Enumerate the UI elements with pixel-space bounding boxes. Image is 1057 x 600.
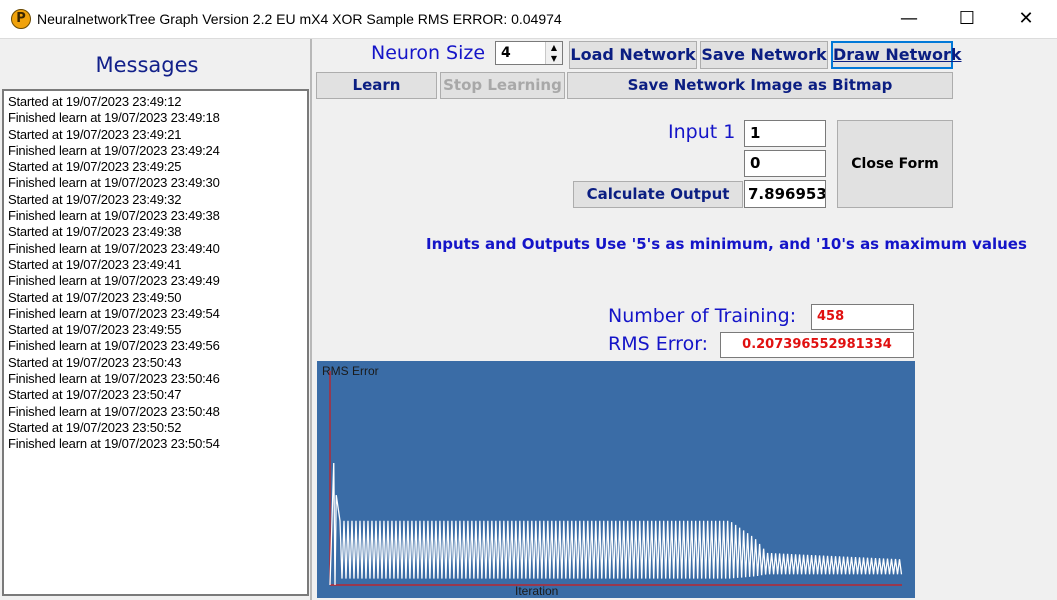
save-network-button[interactable]: Save Network	[700, 41, 828, 69]
close-window-button[interactable]: ✕	[1018, 8, 1034, 29]
close-form-button[interactable]: Close Form	[837, 120, 953, 208]
message-line: Started at 19/07/2023 23:49:21	[8, 126, 182, 142]
stop-learning-button[interactable]: Stop Learning	[440, 72, 565, 99]
training-count-field[interactable]: 458	[811, 304, 914, 330]
load-network-button[interactable]: Load Network	[569, 41, 697, 69]
message-line: Started at 19/07/2023 23:49:38	[8, 224, 182, 240]
message-line: Finished learn at 19/07/2023 23:49:24	[8, 142, 220, 158]
chart-series-rms	[329, 463, 903, 586]
message-line: Finished learn at 19/07/2023 23:49:49	[8, 273, 220, 289]
minimize-button[interactable]: —	[900, 8, 918, 29]
input2-value: 0	[750, 154, 761, 172]
input2-field[interactable]: 0	[744, 150, 826, 177]
neuron-size-label: Neuron Size	[371, 42, 486, 64]
message-line: Started at 19/07/2023 23:49:32	[8, 191, 182, 207]
draw-network-button[interactable]: Draw Network	[831, 41, 962, 69]
neuron-size-spinner[interactable]: ▲ ▼	[545, 42, 562, 64]
chart-canvas: RMS Error Iteration	[322, 364, 903, 598]
chart-y-axis-label: RMS Error	[322, 364, 379, 378]
message-line: Finished learn at 19/07/2023 23:50:48	[8, 403, 220, 419]
message-line: Started at 19/07/2023 23:49:41	[8, 256, 182, 272]
message-line: Finished learn at 19/07/2023 23:49:18	[8, 110, 220, 126]
message-line: Finished learn at 19/07/2023 23:49:54	[8, 305, 220, 321]
save-bitmap-button[interactable]: Save Network Image as Bitmap	[567, 72, 953, 99]
messages-title: Messages	[95, 53, 199, 77]
learn-button[interactable]: Learn	[316, 72, 437, 99]
maximize-button[interactable]: ☐	[958, 8, 976, 29]
rms-error-field[interactable]: 0.207396552981334	[720, 332, 914, 358]
input1-value: 1	[750, 124, 761, 142]
neuron-size-value: 4	[501, 45, 511, 61]
input1-label: Input 1	[668, 121, 736, 143]
message-line: Started at 19/07/2023 23:49:25	[8, 159, 182, 175]
rms-error-label: RMS Error:	[608, 333, 709, 355]
message-line: Started at 19/07/2023 23:49:12	[8, 94, 182, 109]
calculate-output-button[interactable]: Calculate Output	[573, 181, 743, 208]
training-count-value: 458	[817, 309, 845, 324]
message-line: Started at 19/07/2023 23:50:43	[8, 354, 182, 370]
messages-list[interactable]: Started at 19/07/2023 23:49:12 Finished l…	[2, 89, 309, 596]
output-field[interactable]: 7.896953	[744, 180, 826, 208]
message-line: Finished learn at 19/07/2023 23:50:54	[8, 436, 220, 452]
input1-field[interactable]: 1	[744, 120, 826, 147]
title-bar: P NeuralnetworkTree Graph Version 2.2 EU…	[0, 0, 1057, 39]
messages-panel: Messages Started at 19/07/2023 23:49:12 F…	[0, 39, 312, 600]
output-value: 7.896953	[748, 185, 826, 203]
message-line: Started at 19/07/2023 23:50:47	[8, 387, 182, 403]
rms-error-value: 0.207396552981334	[742, 337, 892, 352]
training-label: Number of Training:	[608, 305, 797, 327]
app-icon: P	[11, 9, 31, 29]
message-line: Started at 19/07/2023 23:49:50	[8, 289, 182, 305]
chart-line-rms-error	[329, 463, 903, 586]
message-line: Finished learn at 19/07/2023 23:49:56	[8, 338, 220, 354]
message-line: Finished learn at 19/07/2023 23:49:30	[8, 175, 220, 191]
message-line: Started at 19/07/2023 23:49:55	[8, 322, 182, 338]
message-line: Finished learn at 19/07/2023 23:49:40	[8, 240, 220, 256]
rms-error-chart: RMS Error Iteration	[317, 361, 915, 598]
message-line: Started at 19/07/2023 23:50:52	[8, 419, 182, 435]
chart-x-axis-label: Iteration	[515, 584, 558, 598]
message-line: Finished learn at 19/07/2023 23:50:46	[8, 371, 220, 387]
spin-down-icon[interactable]: ▼	[550, 54, 558, 63]
spin-up-icon[interactable]: ▲	[550, 43, 558, 52]
message-line: Finished learn at 19/07/2023 23:49:38	[8, 208, 220, 224]
info-text: Inputs and Outputs Use '5's as minimum, …	[426, 235, 1027, 253]
window-title: NeuralnetworkTree Graph Version 2.2 EU m…	[37, 11, 562, 27]
